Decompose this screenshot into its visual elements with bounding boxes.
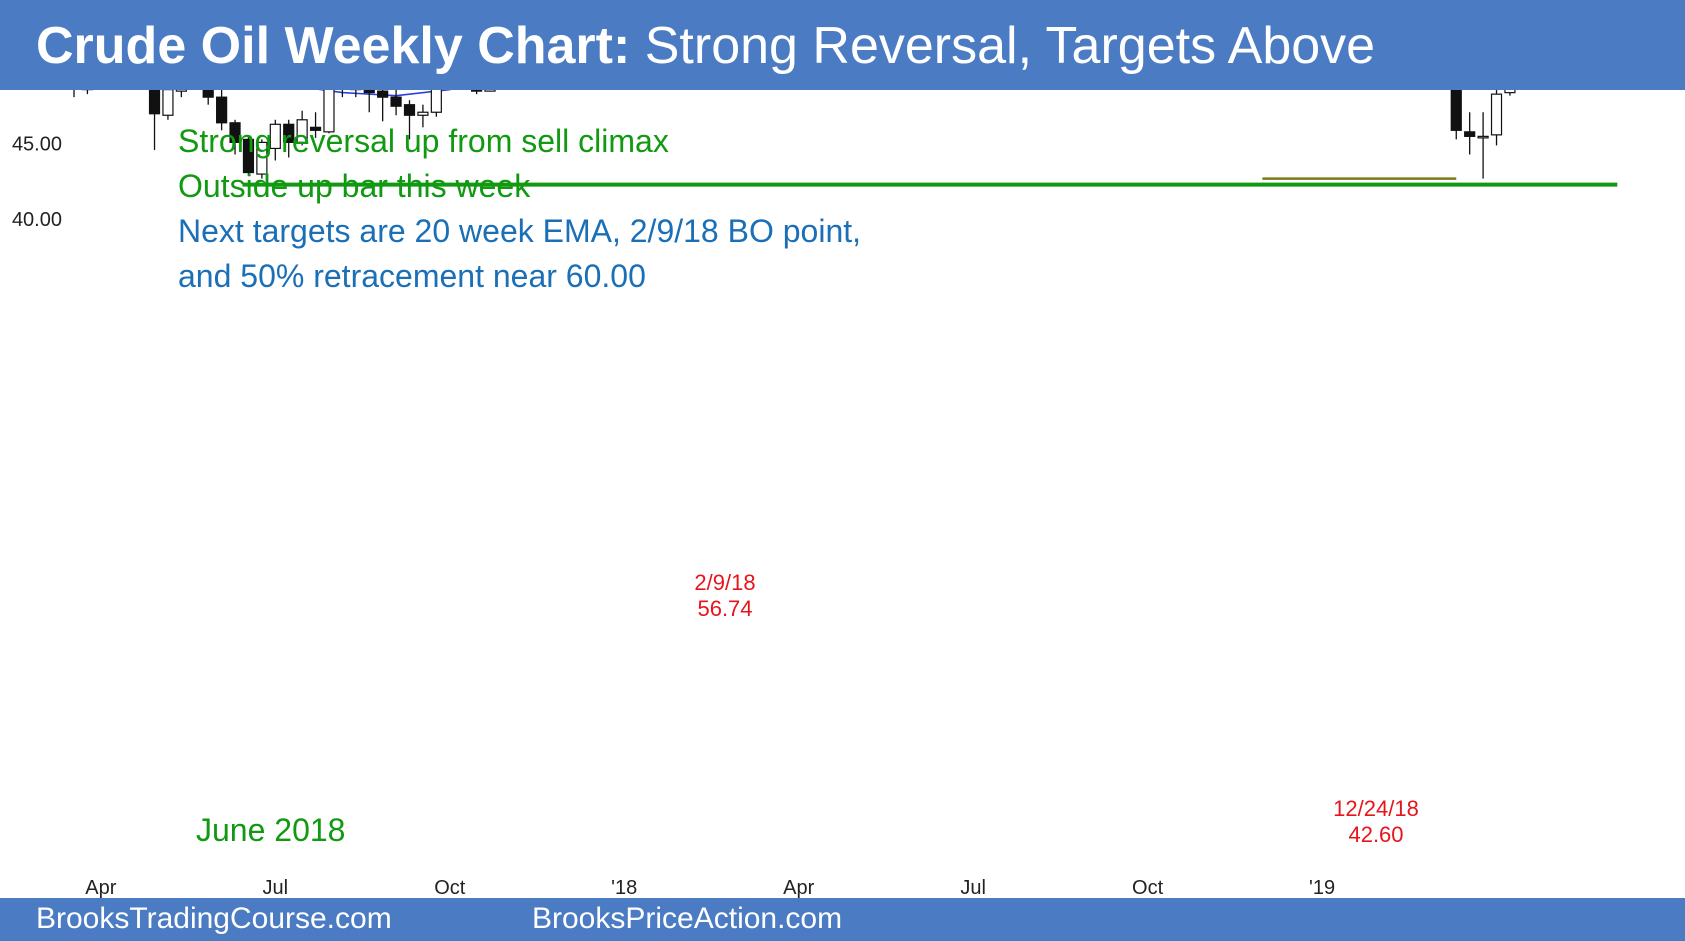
candle [1451, 90, 1461, 139]
candle [69, 90, 79, 97]
page-title: Crude Oil Weekly Chart: Strong Reversal,… [36, 10, 1375, 82]
y-tick-label: 45.00 [12, 133, 62, 155]
title-rest: Strong Reversal, Targets Above [645, 17, 1375, 75]
candle-body-down [203, 90, 213, 97]
x-tick-label: Apr [783, 877, 814, 898]
candle-body-down [472, 90, 482, 91]
candle [150, 90, 160, 150]
candle [378, 90, 388, 121]
candle [163, 90, 173, 120]
bo-price: 56.74 [680, 596, 770, 622]
candle-body-up [176, 90, 186, 91]
low-label: 12/24/18 42.60 [1326, 796, 1426, 848]
footer-left-link[interactable]: BrooksTradingCourse.com [36, 902, 392, 936]
candle-body-down [150, 90, 160, 114]
candle [1478, 112, 1488, 178]
candle-body-down [1451, 90, 1461, 130]
candle-body-down [1465, 132, 1475, 137]
note-strong-reversal: Strong reversal up from sell climax [178, 119, 669, 164]
note-retracement: and 50% retracement near 60.00 [178, 254, 646, 299]
x-tick-label: Apr [85, 877, 116, 898]
candle [431, 90, 441, 117]
candle-body-up [418, 112, 428, 115]
candle [176, 90, 186, 97]
footer-right-link[interactable]: BrooksPriceAction.com [532, 902, 842, 936]
bo-date: 2/9/18 [680, 570, 770, 596]
candle-body-up [1492, 94, 1502, 135]
candle [203, 90, 213, 105]
x-tick-label: '18 [611, 877, 637, 898]
x-tick-label: Oct [434, 877, 466, 898]
candle-body-down [405, 105, 415, 116]
candle [1492, 90, 1502, 145]
x-tick-label: Oct [1132, 877, 1164, 898]
candle-body-down [364, 90, 374, 93]
candle [472, 90, 482, 94]
candle-body-down [378, 91, 388, 97]
candle [391, 90, 401, 115]
ema20-line [74, 90, 1470, 96]
note-outside-bar: Outside up bar this week [178, 164, 530, 209]
y-tick-label: 40.00 [12, 209, 62, 231]
x-tick-label: Jul [960, 877, 986, 898]
candle [1465, 112, 1475, 154]
candle-body-down [391, 97, 401, 106]
candle-body-up [431, 90, 441, 112]
candle-body-up [485, 90, 495, 91]
x-tick-label: '19 [1309, 877, 1335, 898]
title-bar: Crude Oil Weekly Chart: Strong Reversal,… [0, 0, 1685, 90]
title-bold: Crude Oil Weekly Chart: [36, 17, 630, 75]
candle-body-up [1505, 90, 1515, 93]
candle [1505, 90, 1515, 96]
june-label: June 2018 [196, 812, 345, 849]
low-price: 42.60 [1326, 822, 1426, 848]
candle-body-up [163, 90, 173, 115]
footer-bar: BrooksTradingCourse.com BrooksPriceActio… [0, 898, 1685, 941]
note-next-targets: Next targets are 20 week EMA, 2/9/18 BO … [178, 209, 861, 254]
x-tick-label: Jul [263, 877, 289, 898]
candle [82, 90, 92, 94]
candle [485, 90, 495, 91]
bo-point-label: 2/9/18 56.74 [680, 570, 770, 622]
candle-body-up [1478, 136, 1488, 138]
low-date: 12/24/18 [1326, 796, 1426, 822]
